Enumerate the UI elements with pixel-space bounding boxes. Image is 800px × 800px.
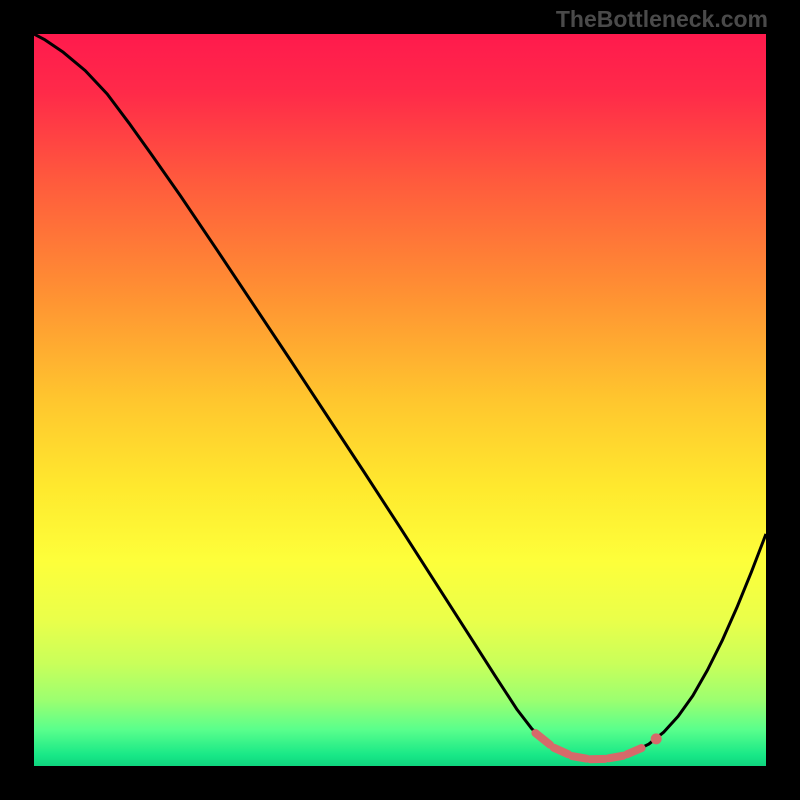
bottleneck-curve [34, 34, 766, 766]
chart-plot-area [34, 34, 766, 766]
curve-line [34, 34, 766, 759]
marker-dash [535, 733, 550, 745]
watermark-text: TheBottleneck.com [556, 6, 768, 33]
marker-dash [554, 748, 569, 755]
marker-dot [651, 733, 662, 744]
marker-dash [609, 756, 624, 759]
marker-dash [627, 748, 642, 754]
marker-dash [572, 756, 587, 759]
